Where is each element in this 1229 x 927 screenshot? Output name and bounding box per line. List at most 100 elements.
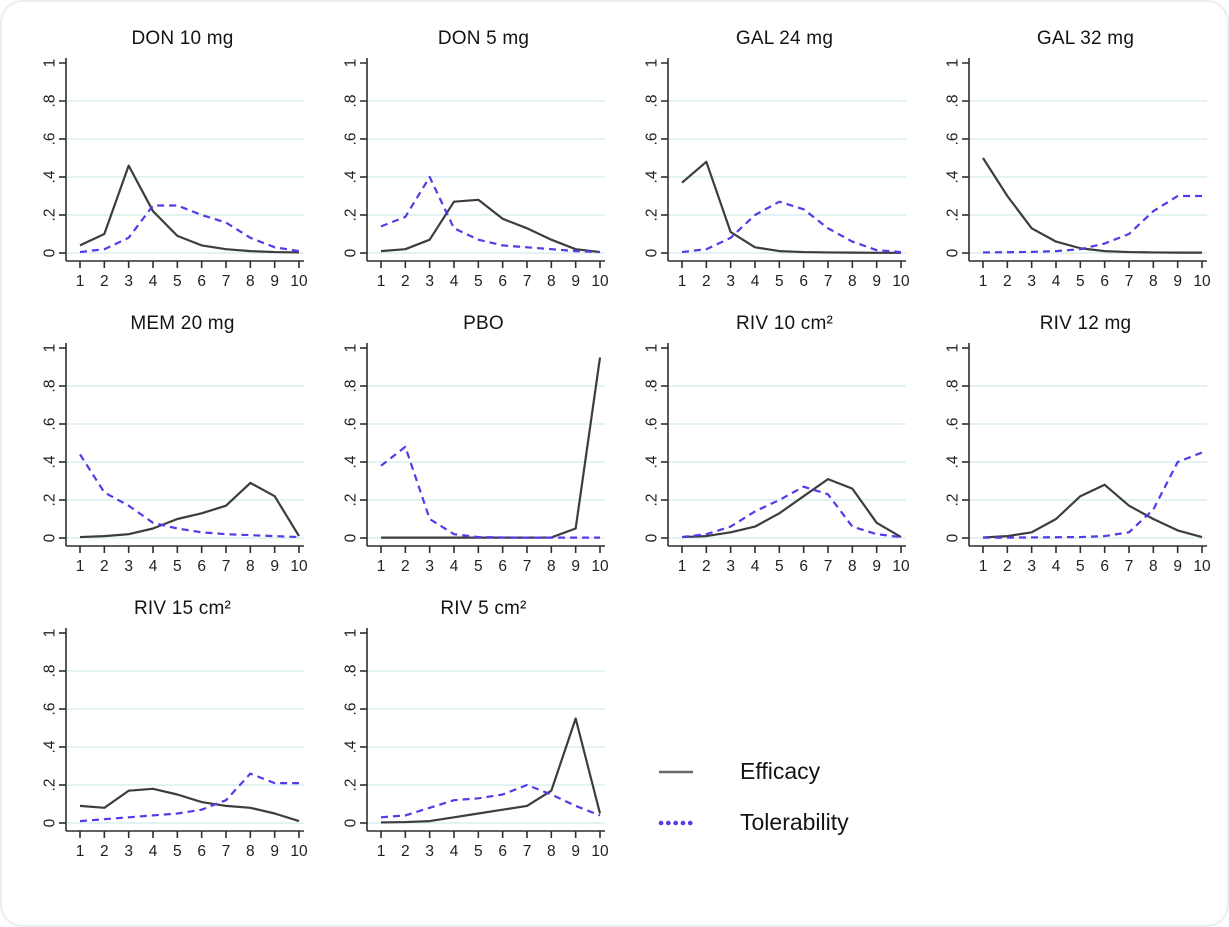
svg-text:2: 2 xyxy=(702,273,711,290)
svg-text:.4: .4 xyxy=(644,170,661,183)
svg-text:1: 1 xyxy=(644,59,661,68)
svg-text:6: 6 xyxy=(197,273,206,290)
svg-text:2: 2 xyxy=(1003,273,1012,290)
svg-text:2: 2 xyxy=(1003,558,1012,575)
svg-text:.2: .2 xyxy=(42,494,59,507)
panel-gal-24mg: GAL 24 mg 0.2.4.6.8 1 1 2 3 4 5 6 7 8 9 10 xyxy=(616,28,917,313)
svg-text:4: 4 xyxy=(450,273,459,290)
svg-text:4: 4 xyxy=(149,273,158,290)
svg-text:.4: .4 xyxy=(644,455,661,468)
svg-text:8: 8 xyxy=(547,558,556,575)
svg-text:9: 9 xyxy=(1173,273,1182,290)
svg-text:1: 1 xyxy=(979,558,988,575)
svg-text:.4: .4 xyxy=(945,170,962,183)
svg-text:5: 5 xyxy=(775,273,784,290)
svg-text:6: 6 xyxy=(799,273,808,290)
svg-text:1: 1 xyxy=(377,558,386,575)
svg-text:9: 9 xyxy=(270,273,279,290)
svg-text:10: 10 xyxy=(591,273,609,290)
efficacy-line-icon xyxy=(659,770,693,773)
svg-text:8: 8 xyxy=(547,273,556,290)
svg-text:5: 5 xyxy=(474,558,483,575)
svg-text:3: 3 xyxy=(124,843,133,860)
svg-text:4: 4 xyxy=(149,843,158,860)
svg-text:9: 9 xyxy=(872,558,881,575)
svg-text:6: 6 xyxy=(799,558,808,575)
svg-text:.8: .8 xyxy=(945,380,962,393)
svg-text:.4: .4 xyxy=(42,455,59,468)
svg-text:3: 3 xyxy=(1027,558,1036,575)
panel-title: RIV 5 cm² xyxy=(440,598,527,619)
svg-text:1: 1 xyxy=(377,273,386,290)
svg-text:10: 10 xyxy=(290,273,308,290)
svg-text:.4: .4 xyxy=(343,170,360,183)
svg-text:.8: .8 xyxy=(42,665,59,678)
svg-text:8: 8 xyxy=(1149,273,1158,290)
svg-text:9: 9 xyxy=(571,558,580,575)
panel-title: DON 5 mg xyxy=(437,28,530,49)
svg-text:.6: .6 xyxy=(945,418,962,431)
panel-riv-12mg: RIV 12 mg 0.2.4.6.8 1 1 2 3 4 5 6 7 8 9 10 xyxy=(917,313,1218,598)
svg-text:7: 7 xyxy=(222,558,231,575)
svg-text:10: 10 xyxy=(892,273,910,290)
svg-text:2: 2 xyxy=(702,558,711,575)
svg-text:2: 2 xyxy=(100,273,109,290)
svg-text:1: 1 xyxy=(42,629,59,638)
svg-text:1: 1 xyxy=(42,59,59,68)
svg-text:1: 1 xyxy=(76,558,85,575)
legend-label: Efficacy xyxy=(740,758,821,784)
panel-title: RIV 15 cm² xyxy=(133,598,232,619)
plot-riv-10cm2: 0.2.4.6.811 2 3 4 5 6 7 8 9 10 xyxy=(644,343,910,575)
svg-text:.6: .6 xyxy=(343,133,360,146)
svg-text:9: 9 xyxy=(571,843,580,860)
svg-text:.2: .2 xyxy=(343,494,360,507)
svg-text:6: 6 xyxy=(197,843,206,860)
plot-don-10mg: 0.2.4.6.811 2 3 4 5 6 7 8 9 10 xyxy=(42,58,308,290)
svg-text:6: 6 xyxy=(498,843,507,860)
svg-text:.8: .8 xyxy=(644,95,661,108)
svg-text:1: 1 xyxy=(979,273,988,290)
svg-text:10: 10 xyxy=(591,558,609,575)
svg-text:3: 3 xyxy=(124,558,133,575)
panel-title: RIV 12 mg xyxy=(1039,313,1132,334)
svg-text:4: 4 xyxy=(1052,558,1061,575)
svg-text:7: 7 xyxy=(824,273,833,290)
svg-text:7: 7 xyxy=(523,843,532,860)
svg-text:1: 1 xyxy=(76,843,85,860)
panel-title: GAL 24 mg xyxy=(735,28,834,49)
svg-text:9: 9 xyxy=(872,273,881,290)
svg-text:0: 0 xyxy=(42,818,59,827)
plot-don-5mg: 0.2.4.6.811 2 3 4 5 6 7 8 9 10 xyxy=(343,58,609,290)
plot-mem-20mg: 0.2.4.6.811 2 3 4 5 6 7 8 9 10 xyxy=(42,343,308,575)
svg-text:.8: .8 xyxy=(343,95,360,108)
svg-text:7: 7 xyxy=(523,273,532,290)
panel-don-10mg: DON 10 mg 0.2.4.6.8 1 1 2 3 4 5 6 7 8 9 10 xyxy=(14,28,315,313)
svg-text:.8: .8 xyxy=(42,380,59,393)
svg-text:8: 8 xyxy=(1149,558,1158,575)
panel-title: RIV 10 cm² xyxy=(735,313,834,334)
svg-text:.6: .6 xyxy=(42,418,59,431)
svg-text:.6: .6 xyxy=(343,418,360,431)
svg-text:10: 10 xyxy=(892,558,910,575)
svg-text:.2: .2 xyxy=(42,779,59,792)
svg-text:6: 6 xyxy=(197,558,206,575)
svg-text:.2: .2 xyxy=(343,779,360,792)
svg-text:4: 4 xyxy=(751,558,760,575)
svg-text:.8: .8 xyxy=(945,95,962,108)
panel-mem-20mg: MEM 20 mg 0.2.4.6.8 1 1 2 3 4 5 6 7 8 9 10 xyxy=(14,313,315,598)
plot-riv-15cm2: 0.2.4.6.811 2 3 4 5 6 7 8 9 10 xyxy=(42,628,308,860)
svg-text:8: 8 xyxy=(848,273,857,290)
svg-text:0: 0 xyxy=(42,533,59,542)
svg-text:.4: .4 xyxy=(343,455,360,468)
svg-text:10: 10 xyxy=(290,843,308,860)
panel-don-5mg: DON 5 mg 0.2.4.6.8 1 1 2 3 4 5 6 7 8 9 10 xyxy=(315,28,616,313)
svg-text:9: 9 xyxy=(270,843,279,860)
svg-text:1: 1 xyxy=(343,59,360,68)
legend-item-efficacy: Efficacy xyxy=(658,758,1218,785)
svg-text:3: 3 xyxy=(425,273,434,290)
svg-text:.6: .6 xyxy=(644,418,661,431)
svg-text:.2: .2 xyxy=(644,494,661,507)
svg-text:1: 1 xyxy=(377,843,386,860)
svg-text:0: 0 xyxy=(644,248,661,257)
